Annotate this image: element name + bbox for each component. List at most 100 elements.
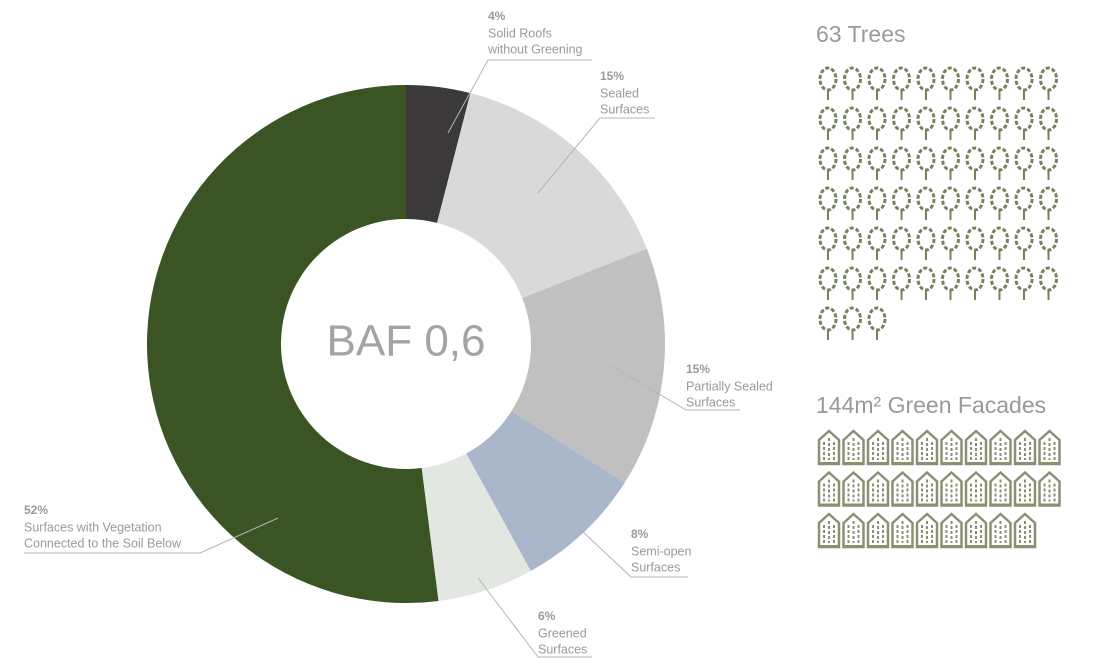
facade-icon <box>1013 512 1037 549</box>
facade-green <box>1019 438 1031 460</box>
tree-icon <box>1039 226 1058 260</box>
facade-green <box>872 479 884 502</box>
facade-icon <box>989 429 1012 466</box>
tree-crown <box>867 226 887 252</box>
facade-green <box>921 479 933 502</box>
tree-crown <box>941 266 960 292</box>
tree-crown <box>990 146 1009 172</box>
tree-icon <box>1014 226 1034 260</box>
tree-icon <box>843 186 862 220</box>
tree-crown <box>867 306 887 332</box>
tree-icon <box>843 66 862 100</box>
facade-icon <box>891 470 914 507</box>
tree-crown <box>965 106 985 132</box>
facade-green <box>945 521 958 543</box>
facade-green <box>823 438 835 460</box>
tree-crown <box>916 66 936 92</box>
facade-green <box>1019 521 1031 543</box>
tree-crown <box>965 266 985 292</box>
tree-crown <box>1014 266 1034 292</box>
facade-icon <box>891 512 914 549</box>
facade-icon <box>915 429 939 466</box>
tree-crown <box>892 106 911 132</box>
facade-icon <box>1013 429 1037 466</box>
tree-icon <box>941 146 960 180</box>
tree-crown <box>1014 66 1034 92</box>
value-label: 52% <box>24 503 48 517</box>
tree-crown <box>1039 106 1058 132</box>
facade-icon <box>817 512 841 549</box>
facade-icon <box>964 470 988 507</box>
facade-green <box>994 479 1007 502</box>
facade-green <box>1019 479 1031 502</box>
tree-crown <box>843 186 862 212</box>
tree-crown <box>941 106 960 132</box>
donut-slice <box>466 410 625 571</box>
tree-icon <box>1014 266 1034 300</box>
tree-crown <box>1014 146 1034 172</box>
facade-icon <box>989 512 1012 549</box>
tree-icon <box>1014 186 1034 220</box>
donut-slice <box>421 453 531 601</box>
tree-icon <box>843 226 862 260</box>
facade-green <box>847 479 860 502</box>
tree-crown <box>867 266 887 292</box>
tree-crown <box>818 66 838 92</box>
tree-icon <box>892 146 911 180</box>
facade-icon <box>964 512 988 549</box>
category-label: Partially Sealed <box>686 379 773 393</box>
tree-crown <box>818 186 838 212</box>
tree-icon <box>892 266 911 300</box>
tree-icon <box>1039 266 1058 300</box>
facade-green <box>970 479 982 502</box>
tree-crown <box>1039 66 1058 92</box>
facade-green <box>945 479 958 502</box>
tree-crown <box>941 186 960 212</box>
facade-icon <box>1038 429 1061 466</box>
tree-crown <box>892 186 911 212</box>
tree-crown <box>843 66 862 92</box>
tree-crown <box>818 146 838 172</box>
facade-green <box>994 438 1007 460</box>
tree-crown <box>843 146 862 172</box>
tree-icon <box>818 306 838 340</box>
tree-icon <box>965 106 985 140</box>
tree-crown <box>941 226 960 252</box>
facade-green <box>994 521 1007 543</box>
tree-crown <box>892 146 911 172</box>
tree-icon <box>867 66 887 100</box>
tree-crown <box>941 66 960 92</box>
tree-icon <box>892 186 911 220</box>
tree-crown <box>843 306 862 332</box>
tree-crown <box>843 226 862 252</box>
tree-icon <box>916 66 936 100</box>
facade-icon <box>891 429 914 466</box>
tree-icon <box>990 266 1009 300</box>
category-label: Surfaces with Vegetation <box>24 520 162 534</box>
donut-slice <box>406 85 471 223</box>
facade-icon <box>866 429 890 466</box>
value-label: 6% <box>538 609 556 623</box>
tree-crown <box>990 186 1009 212</box>
facade-icon <box>1038 470 1061 507</box>
facade-green <box>1043 479 1056 502</box>
tree-icon <box>916 226 936 260</box>
leader-line <box>24 517 279 554</box>
facade-green <box>896 521 909 543</box>
tree-icon <box>867 306 887 340</box>
tree-crown <box>843 106 862 132</box>
category-label: Greened <box>538 626 587 640</box>
tree-crown <box>965 186 985 212</box>
tree-crown <box>990 266 1009 292</box>
tree-crown <box>965 226 985 252</box>
facade-icon <box>817 470 841 507</box>
facade-green <box>921 521 933 543</box>
tree-icon <box>892 66 911 100</box>
facade-icon <box>989 470 1012 507</box>
tree-crown <box>867 106 887 132</box>
facade-icon <box>817 429 841 466</box>
facade-icon <box>940 470 963 507</box>
tree-crown <box>867 186 887 212</box>
tree-icon <box>867 186 887 220</box>
tree-icon <box>867 226 887 260</box>
